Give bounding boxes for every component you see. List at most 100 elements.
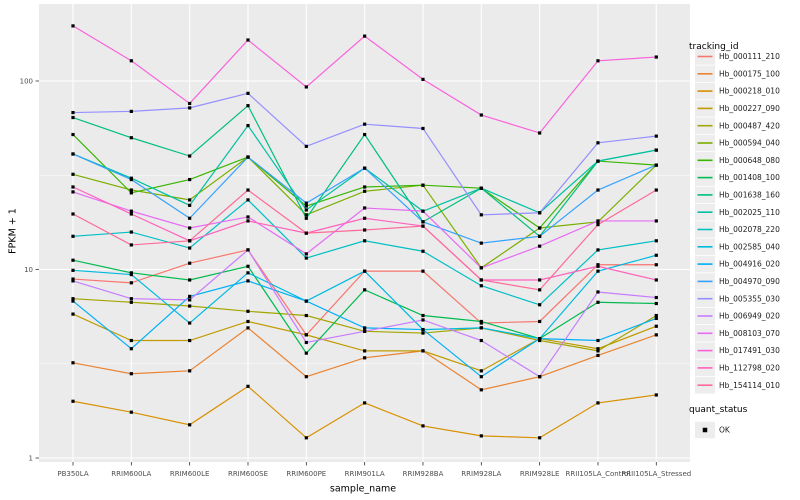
data-point <box>479 266 483 270</box>
data-point <box>538 338 542 343</box>
data-point <box>654 301 658 306</box>
data-point <box>188 298 192 302</box>
data-point <box>304 204 308 208</box>
legend-item-label: Hb_000175_100 <box>719 69 780 78</box>
data-point <box>188 338 192 343</box>
data-point <box>654 148 658 152</box>
data-point <box>304 256 308 260</box>
legend-item-label: Hb_004970_090 <box>719 277 780 286</box>
data-point <box>654 324 658 328</box>
data-point <box>479 213 483 217</box>
legend-item-label: Hb_002078_220 <box>719 225 780 234</box>
data-point <box>188 198 192 202</box>
legend-item: Hb_002585_040 <box>695 238 780 256</box>
data-point <box>421 313 425 318</box>
data-point <box>538 336 542 341</box>
data-point <box>654 239 658 243</box>
data-point <box>363 329 367 333</box>
data-point <box>538 375 542 379</box>
data-point <box>71 24 75 28</box>
data-point <box>188 261 192 265</box>
data-point <box>479 284 483 288</box>
data-point <box>129 209 133 213</box>
data-point <box>71 110 75 115</box>
data-point <box>363 269 367 273</box>
data-point <box>129 347 133 351</box>
data-point <box>596 59 600 63</box>
data-point <box>71 115 75 120</box>
data-point <box>71 190 75 194</box>
x-tick-label: RRIM600SE <box>228 470 268 478</box>
data-point <box>654 263 658 267</box>
legend-item: Hb_000218_010 <box>695 82 780 100</box>
legend-item: Hb_004916_020 <box>695 255 780 273</box>
x-tick-label: RRIM928LE <box>520 470 560 478</box>
data-point <box>479 375 483 379</box>
y-tick-label: 10 <box>24 266 33 274</box>
data-point <box>71 258 75 262</box>
legend-item-label: Hb_154114_010 <box>719 381 780 390</box>
data-point <box>71 399 75 403</box>
data-point <box>421 249 425 253</box>
data-point <box>129 243 133 247</box>
legend-item: Hb_000175_100 <box>695 65 780 83</box>
data-point <box>188 423 192 427</box>
data-point <box>188 239 192 243</box>
legend-item: Hb_000227_090 <box>695 100 780 117</box>
data-point <box>363 239 367 243</box>
data-point <box>304 216 308 220</box>
legend-item-label: Hb_017491_030 <box>719 346 780 355</box>
data-point <box>654 55 658 59</box>
data-point <box>71 277 75 281</box>
data-point <box>421 331 425 335</box>
data-point <box>654 278 658 282</box>
data-point <box>479 388 483 392</box>
data-point <box>129 281 133 285</box>
data-point <box>479 319 483 324</box>
data-point <box>654 333 658 337</box>
legend-item: Hb_004970_090 <box>695 273 780 290</box>
data-point <box>479 338 483 343</box>
data-point <box>71 361 75 365</box>
data-point <box>479 113 483 117</box>
data-point <box>654 134 658 138</box>
data-point <box>129 297 133 301</box>
data-point <box>246 188 250 192</box>
data-point <box>479 278 483 282</box>
data-point <box>129 300 133 304</box>
legend-item-label: Hb_005355_030 <box>719 294 780 303</box>
data-point <box>363 349 367 353</box>
data-point <box>246 319 250 324</box>
data-point <box>421 220 425 224</box>
data-point <box>188 216 192 220</box>
data-point <box>304 333 308 337</box>
data-point <box>421 269 425 273</box>
data-point <box>129 272 133 277</box>
data-point <box>129 59 133 63</box>
data-point <box>479 434 483 438</box>
data-point <box>596 159 600 163</box>
data-point <box>654 393 658 397</box>
legend-item-label: Hb_001408_100 <box>719 173 780 182</box>
data-point <box>246 123 250 128</box>
x-tick-label: PB350LA <box>57 470 88 478</box>
data-point <box>654 295 658 300</box>
data-point <box>71 172 75 176</box>
data-point <box>596 401 600 405</box>
data-point <box>363 326 367 330</box>
data-point <box>304 340 308 345</box>
data-point <box>363 34 367 38</box>
legend-item: Hb_000594_040 <box>695 134 780 152</box>
data-point <box>246 198 250 202</box>
data-point <box>363 122 367 126</box>
legend-item-label: Hb_004916_020 <box>719 260 780 269</box>
data-point <box>596 338 600 343</box>
data-point <box>188 278 192 282</box>
data-point <box>129 177 133 182</box>
data-point <box>596 300 600 304</box>
data-point <box>421 424 425 428</box>
data-point <box>363 401 367 405</box>
data-point <box>654 253 658 257</box>
